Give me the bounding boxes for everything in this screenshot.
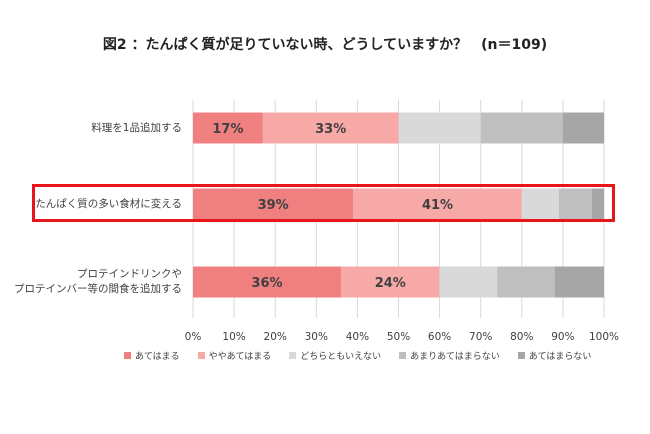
bar-segment xyxy=(398,112,481,144)
legend-swatch xyxy=(399,352,407,359)
bar-segment xyxy=(562,112,604,144)
x-tick-label: 80% xyxy=(510,331,533,343)
data-label: 24% xyxy=(375,276,406,291)
x-tick-label: 40% xyxy=(346,331,369,343)
legend-swatch xyxy=(124,352,131,359)
bar-segment xyxy=(340,266,440,298)
legend-label: ややあてはまる xyxy=(208,352,272,362)
data-label: 17% xyxy=(212,122,243,137)
x-tick-label: 10% xyxy=(222,331,245,343)
bar-segment xyxy=(521,188,559,220)
bar-segment xyxy=(353,188,522,220)
legend-item: あてはまらない xyxy=(517,349,592,362)
bar-segment xyxy=(554,266,604,298)
bar-segment xyxy=(262,112,399,144)
category-label: たんぱく質の多い食材に変える xyxy=(35,197,182,210)
x-tick-label: 90% xyxy=(551,331,574,343)
bar-segment xyxy=(558,188,592,220)
data-label: 39% xyxy=(258,198,289,213)
legend: あてはまる ややあてはまる どちらともいえない あまりあてはまらない あてはまらない xyxy=(124,349,591,362)
legend-label: あてはまらない xyxy=(528,352,592,362)
data-label: 36% xyxy=(251,276,282,291)
legend-item: あまりあてはまらない xyxy=(399,349,500,362)
legend-item: ややあてはまる xyxy=(197,349,272,362)
legend-label: あてはまる xyxy=(135,352,180,362)
highlight-box xyxy=(32,184,615,222)
x-tick-label: 20% xyxy=(264,331,287,343)
legend-swatch xyxy=(197,352,205,359)
category-label: 料理を1品追加する xyxy=(91,121,182,134)
legend-item: あてはまる xyxy=(124,349,180,362)
data-label: 41% xyxy=(422,198,453,213)
legend-swatch xyxy=(289,352,297,359)
bar-segment xyxy=(591,188,604,220)
x-tick-label: 60% xyxy=(428,331,451,343)
bar-segment xyxy=(193,188,354,220)
x-tick-label: 50% xyxy=(387,331,410,343)
x-tick-label: 30% xyxy=(305,331,328,343)
x-tick-label: 100% xyxy=(589,331,619,343)
bar-segment xyxy=(439,266,498,298)
bar-segment xyxy=(480,112,563,144)
bar-segment xyxy=(193,112,263,144)
legend-label: あまりあてはまらない xyxy=(410,352,500,362)
legend-label: どちらともいえない xyxy=(300,352,382,362)
bar-segment xyxy=(497,266,555,298)
x-tick-label: 0% xyxy=(185,331,202,343)
legend-swatch xyxy=(517,352,525,359)
bar-segment xyxy=(193,266,341,298)
category-label: プロテインドリンクや プロテインバー等の間食を追加する xyxy=(14,268,182,295)
data-label: 33% xyxy=(315,122,346,137)
x-tick-label: 70% xyxy=(469,331,492,343)
chart-title: 図2 ：たんぱく質が足りていない時、どうしていますか？ (n＝109) xyxy=(102,37,548,53)
legend-item: どちらともいえない xyxy=(289,349,381,362)
